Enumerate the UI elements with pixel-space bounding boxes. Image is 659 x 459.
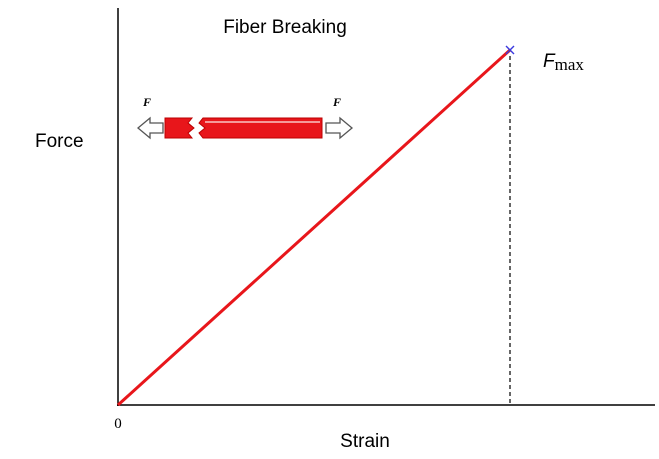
force-label-right: F — [332, 95, 341, 109]
max-marker — [505, 45, 515, 55]
x-axis-label: Strain — [340, 431, 390, 452]
fmax-label: Fmax — [543, 51, 584, 74]
force-strain-line — [116, 48, 512, 407]
title: Fiber Breaking — [223, 17, 347, 38]
fmax-subscript: max — [555, 55, 585, 74]
fiber-icon — [136, 116, 354, 140]
fmax-symbol: F — [543, 51, 556, 72]
y-axis-label: Force — [35, 131, 84, 152]
force-label-left: F — [142, 95, 151, 109]
origin-label: 0 — [114, 416, 122, 432]
